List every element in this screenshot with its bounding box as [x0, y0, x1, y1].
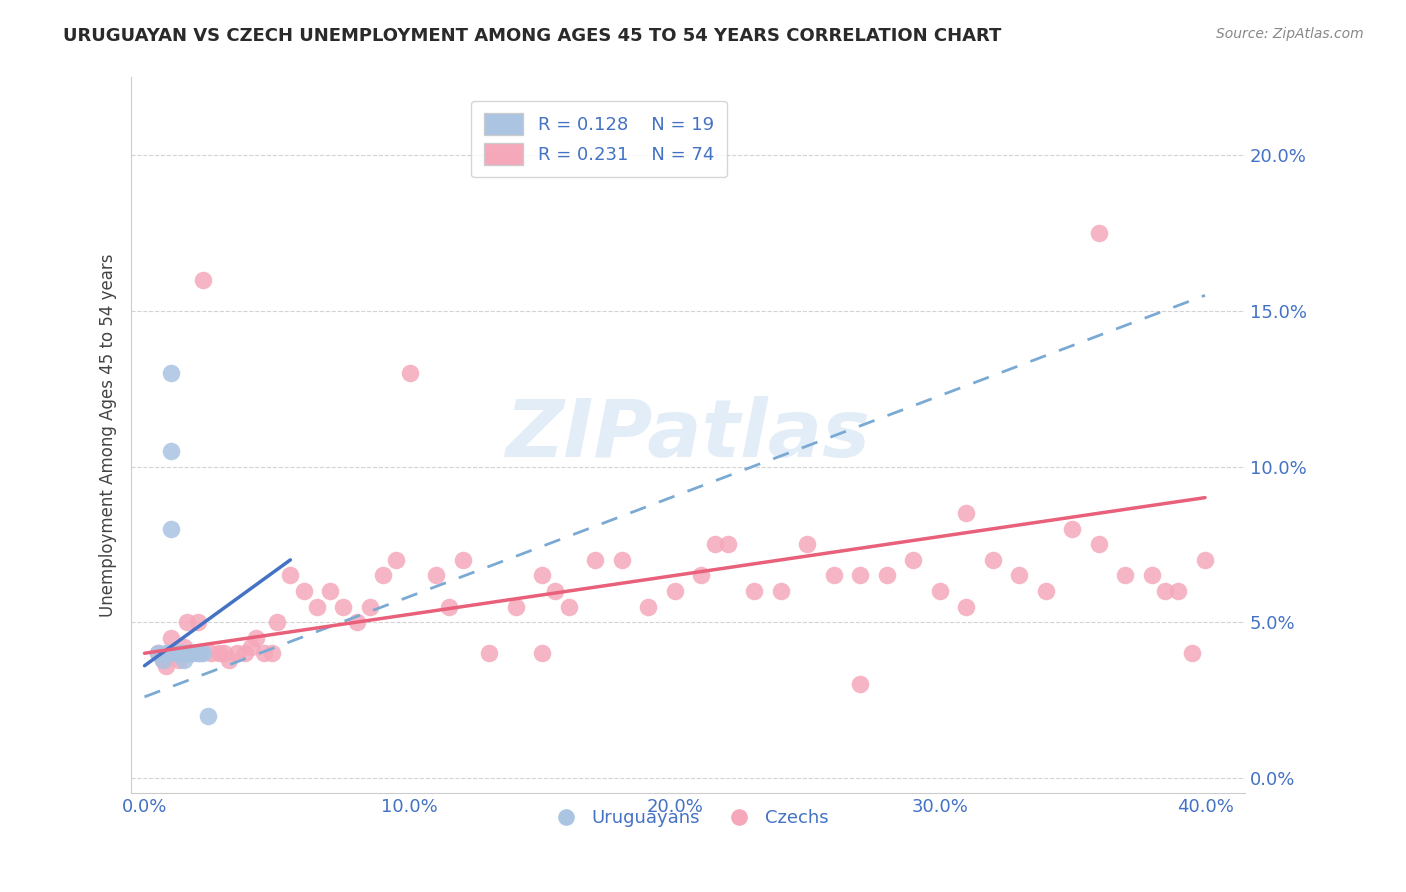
Point — [152, 652, 174, 666]
Point — [160, 631, 183, 645]
Point — [385, 553, 408, 567]
Point — [191, 646, 214, 660]
Point — [319, 584, 342, 599]
Point — [152, 652, 174, 666]
Point — [981, 553, 1004, 567]
Point — [531, 646, 554, 660]
Point — [188, 646, 211, 660]
Point — [769, 584, 792, 599]
Point — [186, 646, 208, 660]
Point — [266, 615, 288, 629]
Point — [292, 584, 315, 599]
Point — [637, 599, 659, 614]
Point — [160, 444, 183, 458]
Point — [170, 646, 193, 660]
Point — [849, 677, 872, 691]
Point — [245, 631, 267, 645]
Text: URUGUAYAN VS CZECH UNEMPLOYMENT AMONG AGES 45 TO 54 YEARS CORRELATION CHART: URUGUAYAN VS CZECH UNEMPLOYMENT AMONG AG… — [63, 27, 1001, 45]
Point — [1181, 646, 1204, 660]
Point — [155, 658, 177, 673]
Point — [478, 646, 501, 660]
Point — [160, 366, 183, 380]
Point — [239, 640, 262, 654]
Legend: Uruguayans, Czechs: Uruguayans, Czechs — [540, 802, 835, 834]
Point — [1167, 584, 1189, 599]
Point — [583, 553, 606, 567]
Point — [544, 584, 567, 599]
Point — [160, 522, 183, 536]
Text: ZIPatlas: ZIPatlas — [506, 396, 870, 475]
Point — [179, 646, 201, 660]
Point — [849, 568, 872, 582]
Point — [610, 553, 633, 567]
Point — [664, 584, 686, 599]
Point — [170, 646, 193, 660]
Point — [955, 506, 977, 520]
Point — [332, 599, 354, 614]
Point — [173, 640, 195, 654]
Point — [165, 646, 187, 660]
Point — [253, 646, 276, 660]
Point — [181, 646, 204, 660]
Point — [346, 615, 368, 629]
Point — [398, 366, 420, 380]
Point — [197, 708, 219, 723]
Point — [212, 646, 235, 660]
Point — [928, 584, 950, 599]
Point — [181, 646, 204, 660]
Point — [531, 568, 554, 582]
Point — [160, 646, 183, 660]
Point — [146, 646, 169, 660]
Point — [505, 599, 527, 614]
Point — [208, 646, 231, 660]
Point — [186, 615, 208, 629]
Point — [278, 568, 301, 582]
Point — [173, 652, 195, 666]
Point — [157, 646, 180, 660]
Point — [260, 646, 283, 660]
Point — [1035, 584, 1057, 599]
Point — [176, 646, 198, 660]
Point — [903, 553, 925, 567]
Point — [305, 599, 328, 614]
Point — [742, 584, 765, 599]
Point — [218, 652, 240, 666]
Point — [155, 646, 177, 660]
Point — [359, 599, 381, 614]
Point — [823, 568, 845, 582]
Point — [876, 568, 898, 582]
Point — [179, 646, 201, 660]
Point — [796, 537, 818, 551]
Point — [451, 553, 474, 567]
Y-axis label: Unemployment Among Ages 45 to 54 years: Unemployment Among Ages 45 to 54 years — [100, 253, 117, 617]
Point — [233, 646, 256, 660]
Point — [1088, 226, 1111, 240]
Point — [167, 646, 190, 660]
Point — [173, 646, 195, 660]
Point — [1194, 553, 1216, 567]
Point — [1008, 568, 1031, 582]
Point — [955, 599, 977, 614]
Point — [425, 568, 447, 582]
Point — [1154, 584, 1177, 599]
Point — [191, 273, 214, 287]
Point — [226, 646, 249, 660]
Point — [1114, 568, 1136, 582]
Point — [439, 599, 461, 614]
Point — [146, 646, 169, 660]
Point — [200, 646, 222, 660]
Point — [1088, 537, 1111, 551]
Point — [371, 568, 394, 582]
Point — [717, 537, 740, 551]
Point — [557, 599, 579, 614]
Point — [703, 537, 725, 551]
Point — [690, 568, 713, 582]
Point — [167, 652, 190, 666]
Text: Source: ZipAtlas.com: Source: ZipAtlas.com — [1216, 27, 1364, 41]
Point — [1140, 568, 1163, 582]
Point — [165, 646, 187, 660]
Point — [1062, 522, 1084, 536]
Point — [176, 615, 198, 629]
